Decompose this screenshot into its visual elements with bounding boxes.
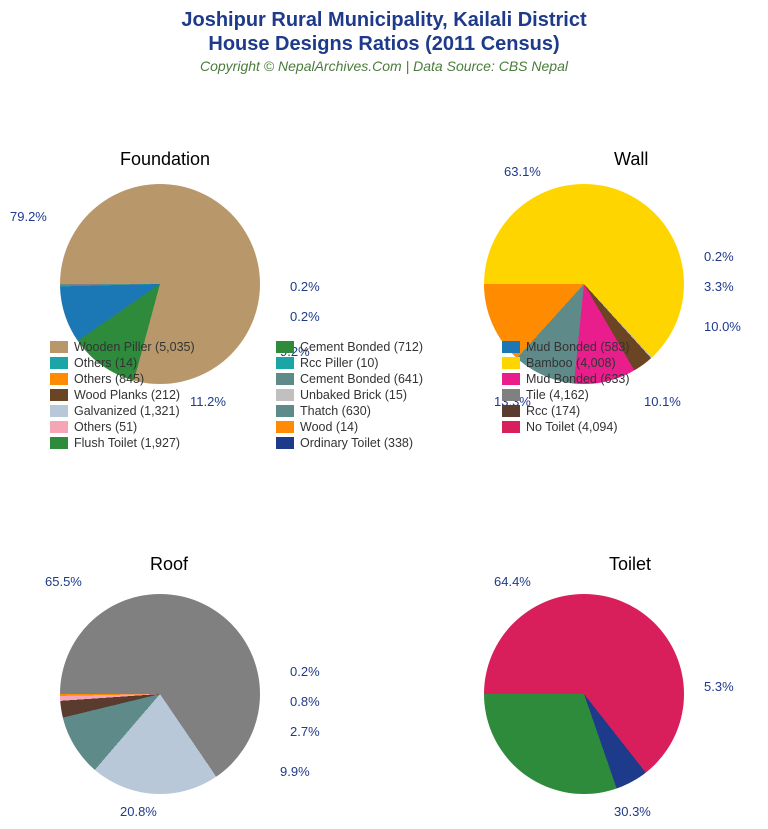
legend-swatch bbox=[276, 405, 294, 417]
legend-swatch bbox=[50, 357, 68, 369]
legend-swatch bbox=[50, 405, 68, 417]
chart-title-foundation: Foundation bbox=[120, 149, 210, 170]
legend-item: Rcc Piller (10) bbox=[276, 356, 492, 370]
legend-item: Others (51) bbox=[50, 420, 266, 434]
legend-item: Tile (4,162) bbox=[502, 388, 718, 402]
legend-text: Wood (14) bbox=[300, 420, 358, 434]
slice-label: 10.0% bbox=[704, 319, 741, 334]
slice-label: 2.7% bbox=[290, 724, 320, 739]
legend-swatch bbox=[502, 421, 520, 433]
subtitle: Copyright © NepalArchives.Com | Data Sou… bbox=[0, 58, 768, 74]
legend-text: Others (14) bbox=[74, 356, 137, 370]
pie-toilet bbox=[484, 594, 684, 794]
legend-swatch bbox=[276, 437, 294, 449]
slice-label: 30.3% bbox=[614, 804, 651, 819]
pie-roof bbox=[60, 594, 260, 794]
chart-title-roof: Roof bbox=[150, 554, 188, 575]
slice-label: 64.4% bbox=[494, 574, 531, 589]
legend-item: Others (14) bbox=[50, 356, 266, 370]
legend-item: Wood Planks (212) bbox=[50, 388, 266, 402]
legend-swatch bbox=[502, 357, 520, 369]
slice-label: 5.3% bbox=[704, 679, 734, 694]
legend-swatch bbox=[276, 421, 294, 433]
legend-item: Mud Bonded (633) bbox=[502, 372, 718, 386]
legend-swatch bbox=[50, 389, 68, 401]
slice-label: 79.2% bbox=[10, 209, 47, 224]
legend-text: Cement Bonded (641) bbox=[300, 372, 423, 386]
legend-swatch bbox=[276, 341, 294, 353]
legend-item: Flush Toilet (1,927) bbox=[50, 436, 266, 450]
legend-text: Galvanized (1,321) bbox=[74, 404, 180, 418]
legend-text: Wooden Piller (5,035) bbox=[74, 340, 195, 354]
legend-text: Thatch (630) bbox=[300, 404, 371, 418]
main-title: Joshipur Rural Municipality, Kailali Dis… bbox=[0, 0, 768, 56]
legend-text: Cement Bonded (712) bbox=[300, 340, 423, 354]
legend-item: No Toilet (4,094) bbox=[502, 420, 718, 434]
slice-label: 3.3% bbox=[704, 279, 734, 294]
slice-label: 63.1% bbox=[504, 164, 541, 179]
legend-swatch bbox=[502, 373, 520, 385]
legend-swatch bbox=[276, 389, 294, 401]
legend-swatch bbox=[50, 341, 68, 353]
slice-label: 65.5% bbox=[45, 574, 82, 589]
legend-item: Wood (14) bbox=[276, 420, 492, 434]
slice-label: 0.2% bbox=[704, 249, 734, 264]
slice-label: 0.2% bbox=[290, 664, 320, 679]
legend-text: Bamboo (4,008) bbox=[526, 356, 616, 370]
slice-label: 0.2% bbox=[290, 309, 320, 324]
slice-label: 0.2% bbox=[290, 279, 320, 294]
legend-swatch bbox=[50, 437, 68, 449]
title-line-2: House Designs Ratios (2011 Census) bbox=[208, 33, 559, 55]
legend-item: Rcc (174) bbox=[502, 404, 718, 418]
legend-text: Wood Planks (212) bbox=[74, 388, 180, 402]
legend-text: Tile (4,162) bbox=[526, 388, 589, 402]
legend-text: Rcc Piller (10) bbox=[300, 356, 379, 370]
legend-item: Thatch (630) bbox=[276, 404, 492, 418]
legend-swatch bbox=[276, 373, 294, 385]
legend-swatch bbox=[50, 421, 68, 433]
legend-text: No Toilet (4,094) bbox=[526, 420, 618, 434]
legend-text: Unbaked Brick (15) bbox=[300, 388, 407, 402]
legend-text: Flush Toilet (1,927) bbox=[74, 436, 180, 450]
chart-title-toilet: Toilet bbox=[609, 554, 651, 575]
chart-toilet: Toilet64.4%5.3%30.3% bbox=[384, 569, 768, 829]
chart-roof: Roof65.5%20.8%9.9%2.7%0.8%0.2% bbox=[0, 569, 384, 829]
legend-swatch bbox=[502, 405, 520, 417]
legend-swatch bbox=[502, 389, 520, 401]
legend-item: Cement Bonded (641) bbox=[276, 372, 492, 386]
legend-item: Unbaked Brick (15) bbox=[276, 388, 492, 402]
legend-swatch bbox=[502, 341, 520, 353]
slice-label: 9.9% bbox=[280, 764, 310, 779]
legend-item: Wooden Piller (5,035) bbox=[50, 340, 266, 354]
legend-text: Rcc (174) bbox=[526, 404, 580, 418]
legend-swatch bbox=[50, 373, 68, 385]
slice-label: 20.8% bbox=[120, 804, 157, 819]
legend-item: Ordinary Toilet (338) bbox=[276, 436, 492, 450]
legend-swatch bbox=[276, 357, 294, 369]
legend-text: Others (51) bbox=[74, 420, 137, 434]
legend-item: Galvanized (1,321) bbox=[50, 404, 266, 418]
legend-item: Cement Bonded (712) bbox=[276, 340, 492, 354]
legend-text: Others (845) bbox=[74, 372, 144, 386]
legend-item: Others (845) bbox=[50, 372, 266, 386]
legend-text: Ordinary Toilet (338) bbox=[300, 436, 413, 450]
chart-container: Joshipur Rural Municipality, Kailali Dis… bbox=[0, 0, 768, 768]
legend-item: Bamboo (4,008) bbox=[502, 356, 718, 370]
chart-title-wall: Wall bbox=[614, 149, 648, 170]
legend: Wooden Piller (5,035) Cement Bonded (712)… bbox=[50, 340, 718, 450]
title-line-1: Joshipur Rural Municipality, Kailali Dis… bbox=[181, 9, 586, 31]
slice-label: 0.8% bbox=[290, 694, 320, 709]
legend-text: Mud Bonded (633) bbox=[526, 372, 630, 386]
legend-item: Mud Bonded (583) bbox=[502, 340, 718, 354]
legend-text: Mud Bonded (583) bbox=[526, 340, 630, 354]
